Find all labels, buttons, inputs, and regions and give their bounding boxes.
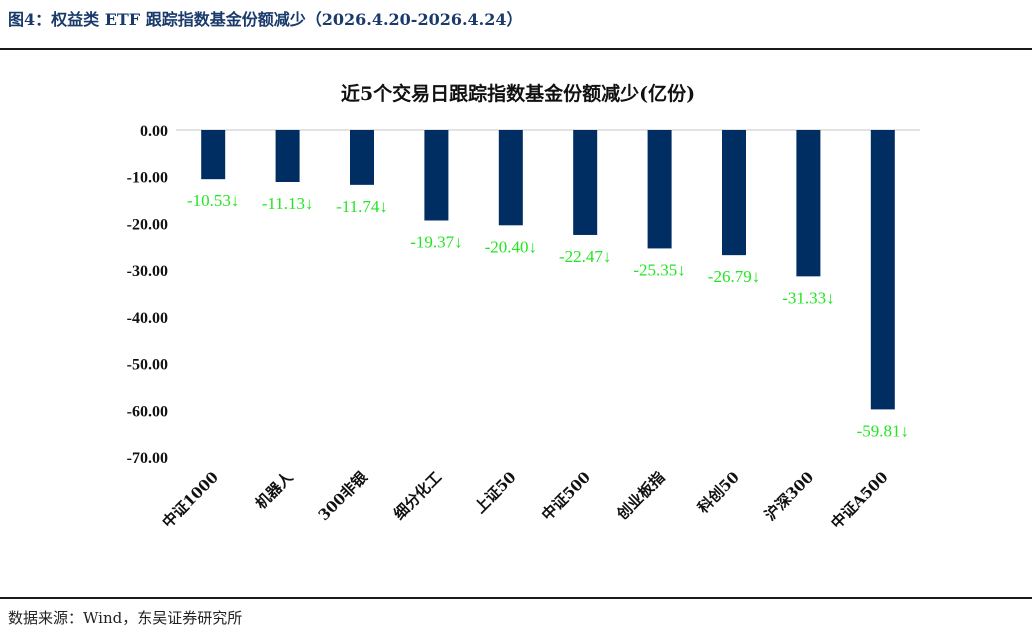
data-label: -20.40↓ <box>485 237 537 256</box>
y-tick-label: -30.00 <box>127 263 168 280</box>
bar-chart: 近5个交易日跟踪指数基金份额减少(亿份) 0.00 -10.00 -20.00 -30… <box>127 82 920 532</box>
chart-title: 近5个交易日跟踪指数基金份额减少(亿份) <box>341 82 695 105</box>
x-tick-label: 上证50 <box>471 468 520 517</box>
x-tick-label: 细分化工 <box>390 468 445 523</box>
data-label: -11.13↓ <box>262 194 314 213</box>
bars-group <box>201 130 895 410</box>
x-tick-label: 科创50 <box>694 468 743 517</box>
x-tick-label: 沪深300 <box>761 468 817 524</box>
bar <box>424 130 449 221</box>
data-labels-group: -10.53↓ -11.13↓ -11.74↓ -19.37↓ -20.40↓ -22.4… <box>187 191 909 440</box>
y-axis: 0.00 -10.00 -20.00 -30.00 -40.00 -50.00 -60.00… <box>127 123 168 467</box>
bar <box>722 130 746 256</box>
y-tick-label: 0.00 <box>140 123 168 140</box>
bar <box>573 130 598 235</box>
data-label: -11.74↓ <box>336 197 388 216</box>
data-label: -26.79↓ <box>708 267 760 286</box>
data-label: -31.33↓ <box>782 288 834 307</box>
y-tick-label: -50.00 <box>127 357 168 374</box>
data-label: -59.81↓ <box>857 421 909 440</box>
bar <box>350 130 374 185</box>
x-tick-label: 机器人 <box>252 467 297 512</box>
x-tick-label: 中证500 <box>538 468 594 524</box>
bar <box>647 130 672 249</box>
bar <box>201 130 226 180</box>
x-tick-label: 创业板指 <box>613 468 669 524</box>
y-tick-label: -40.00 <box>127 310 168 327</box>
top-divider <box>0 48 1032 50</box>
bar <box>275 130 300 182</box>
x-tick-label: 中证A500 <box>827 468 891 532</box>
x-tick-label: 中证1000 <box>159 468 222 531</box>
bar <box>498 130 523 226</box>
data-label: -25.35↓ <box>633 260 685 279</box>
bar <box>796 130 821 277</box>
bottom-divider <box>0 597 1032 599</box>
figure-title: 图4：权益类 ETF 跟踪指数基金份额减少（2026.4.20-2026.4.2… <box>8 10 523 29</box>
data-label: -10.53↓ <box>187 191 239 210</box>
x-axis: 中证1000 机器人 300非银 细分化工 上证50 中证500 创业板指 科创50 沪深300… <box>159 467 892 532</box>
source-note: 数据来源：Wind，东吴证券研究所 <box>8 609 243 627</box>
y-tick-label: -10.00 <box>127 170 168 187</box>
x-tick-label: 300非银 <box>315 467 372 524</box>
data-label: -22.47↓ <box>559 247 611 266</box>
y-tick-label: -20.00 <box>127 216 168 233</box>
y-tick-label: -60.00 <box>127 403 168 420</box>
bar <box>870 130 895 410</box>
data-label: -19.37↓ <box>410 232 462 251</box>
y-tick-label: -70.00 <box>127 450 168 467</box>
